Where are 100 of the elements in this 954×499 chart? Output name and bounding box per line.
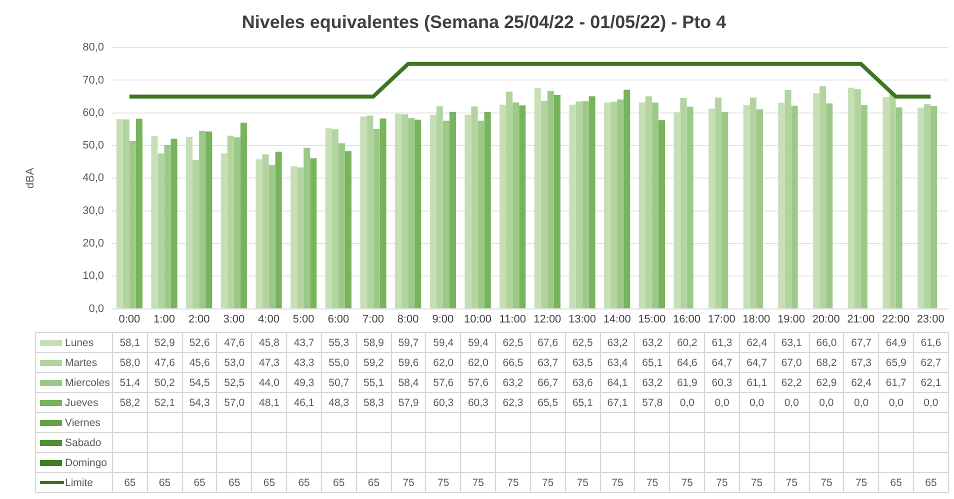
- bar: [240, 122, 247, 308]
- data-label: 65: [356, 472, 392, 492]
- data-label: 64,7: [704, 352, 740, 372]
- data-label: 64,6: [670, 352, 705, 372]
- data-label: 47,3: [252, 352, 287, 372]
- x-tick-label: 22:00: [882, 313, 910, 326]
- data-label: 62,5: [496, 332, 530, 352]
- bar: [924, 104, 931, 308]
- data-label: 62,0: [460, 352, 496, 372]
- data-label: 55,0: [321, 352, 356, 372]
- data-label: 46,1: [286, 392, 322, 412]
- bar: [624, 90, 630, 308]
- x-tick-label: 11:00: [499, 313, 526, 326]
- bar: [506, 92, 513, 308]
- bar: [674, 112, 680, 308]
- data-label: 55,3: [321, 332, 356, 352]
- bar: [275, 152, 282, 308]
- data-label: 65,1: [565, 392, 600, 412]
- bar: [158, 153, 164, 308]
- data-label: 65: [252, 472, 287, 492]
- bar: [547, 91, 554, 308]
- y-tick-label: 80,0: [82, 42, 104, 54]
- data-label: 50,7: [321, 372, 356, 392]
- data-label: 0,0: [774, 392, 810, 412]
- data-label: 75: [530, 472, 566, 492]
- data-label: 0,0: [739, 392, 774, 412]
- x-tick-label: 9:00: [432, 313, 454, 326]
- bar: [569, 104, 576, 308]
- bar: [395, 114, 402, 308]
- x-tick-label: 6:00: [328, 313, 350, 326]
- data-label: 58,3: [356, 392, 392, 412]
- bar: [519, 105, 526, 308]
- data-label: 75: [565, 472, 600, 492]
- data-label: 63,2: [634, 332, 670, 352]
- chart-title: Niveles equivalentes (Semana 25/04/22 - 01/05/22) - Pto 4: [242, 12, 726, 32]
- y-tick-label: 70,0: [82, 74, 104, 86]
- legend-label: Domingo: [36, 452, 112, 472]
- data-label: 66,5: [496, 352, 530, 372]
- data-label: 75: [844, 472, 879, 492]
- bar: [402, 114, 408, 308]
- bar: [500, 104, 506, 308]
- bar: [449, 112, 456, 308]
- bar: [860, 105, 868, 308]
- bar: [576, 101, 582, 308]
- bar: [512, 102, 520, 308]
- bar: [360, 116, 367, 308]
- legend-label: Miercoles: [36, 372, 112, 392]
- data-label: 51,4: [112, 372, 148, 392]
- data-label: 44,0: [252, 372, 287, 392]
- bar: [750, 98, 756, 308]
- bar: [430, 114, 436, 308]
- data-label: 64,1: [600, 372, 635, 392]
- data-label: 45,8: [252, 332, 287, 352]
- data-label: 0,0: [914, 392, 948, 412]
- bar: [380, 118, 386, 308]
- data-label: 54,3: [182, 392, 217, 412]
- data-label: 67,3: [844, 352, 879, 372]
- x-tick-label: 8:00: [397, 313, 419, 326]
- data-label: 63,5: [565, 352, 600, 372]
- data-label: 0,0: [704, 392, 740, 412]
- bar: [136, 118, 142, 308]
- bar: [304, 148, 310, 308]
- data-label: 50,2: [147, 372, 182, 392]
- data-label: 60,3: [426, 392, 461, 412]
- data-label: 66,0: [809, 332, 844, 352]
- bar: [408, 118, 415, 308]
- data-label: 65: [216, 472, 252, 492]
- bar: [813, 93, 820, 308]
- data-label: 52,5: [216, 372, 252, 392]
- data-label: 61,6: [914, 332, 948, 352]
- data-label: 62,4: [844, 372, 879, 392]
- data-label: 75: [809, 472, 844, 492]
- x-tick-label: 1:00: [154, 313, 175, 326]
- bar: [848, 88, 854, 308]
- bar: [170, 138, 178, 308]
- x-tick-label: 14:00: [603, 313, 631, 326]
- bar: [756, 109, 763, 308]
- x-tick-label: 0:00: [118, 313, 140, 326]
- bar: [652, 102, 658, 308]
- data-label: 55,1: [356, 372, 392, 392]
- x-tick-label: 16:00: [672, 313, 701, 326]
- data-label: 62,2: [774, 372, 810, 392]
- data-label: 62,1: [914, 372, 948, 392]
- bar: [484, 112, 491, 308]
- data-label: 65: [878, 472, 914, 492]
- data-label: 64,7: [739, 352, 774, 372]
- bar: [290, 166, 298, 308]
- data-label: 61,3: [704, 332, 740, 352]
- data-label: 59,4: [426, 332, 461, 352]
- data-label: 48,1: [252, 392, 287, 412]
- legend-label: Limite: [36, 472, 112, 492]
- bar: [658, 120, 665, 308]
- legend-label: Jueves: [36, 392, 112, 412]
- data-label: 0,0: [670, 392, 705, 412]
- bar: [645, 96, 652, 308]
- data-label: 65,5: [530, 392, 566, 412]
- bar: [344, 151, 352, 308]
- data-label: 58,1: [112, 332, 148, 352]
- y-tick-label: 40,0: [82, 172, 104, 184]
- data-label: 52,6: [182, 332, 217, 352]
